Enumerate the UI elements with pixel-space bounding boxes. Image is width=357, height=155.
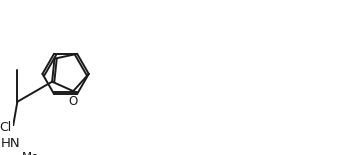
Text: Cl: Cl	[0, 121, 11, 134]
Text: O: O	[69, 95, 78, 108]
Text: Me: Me	[22, 151, 39, 155]
Text: HN: HN	[0, 137, 20, 150]
